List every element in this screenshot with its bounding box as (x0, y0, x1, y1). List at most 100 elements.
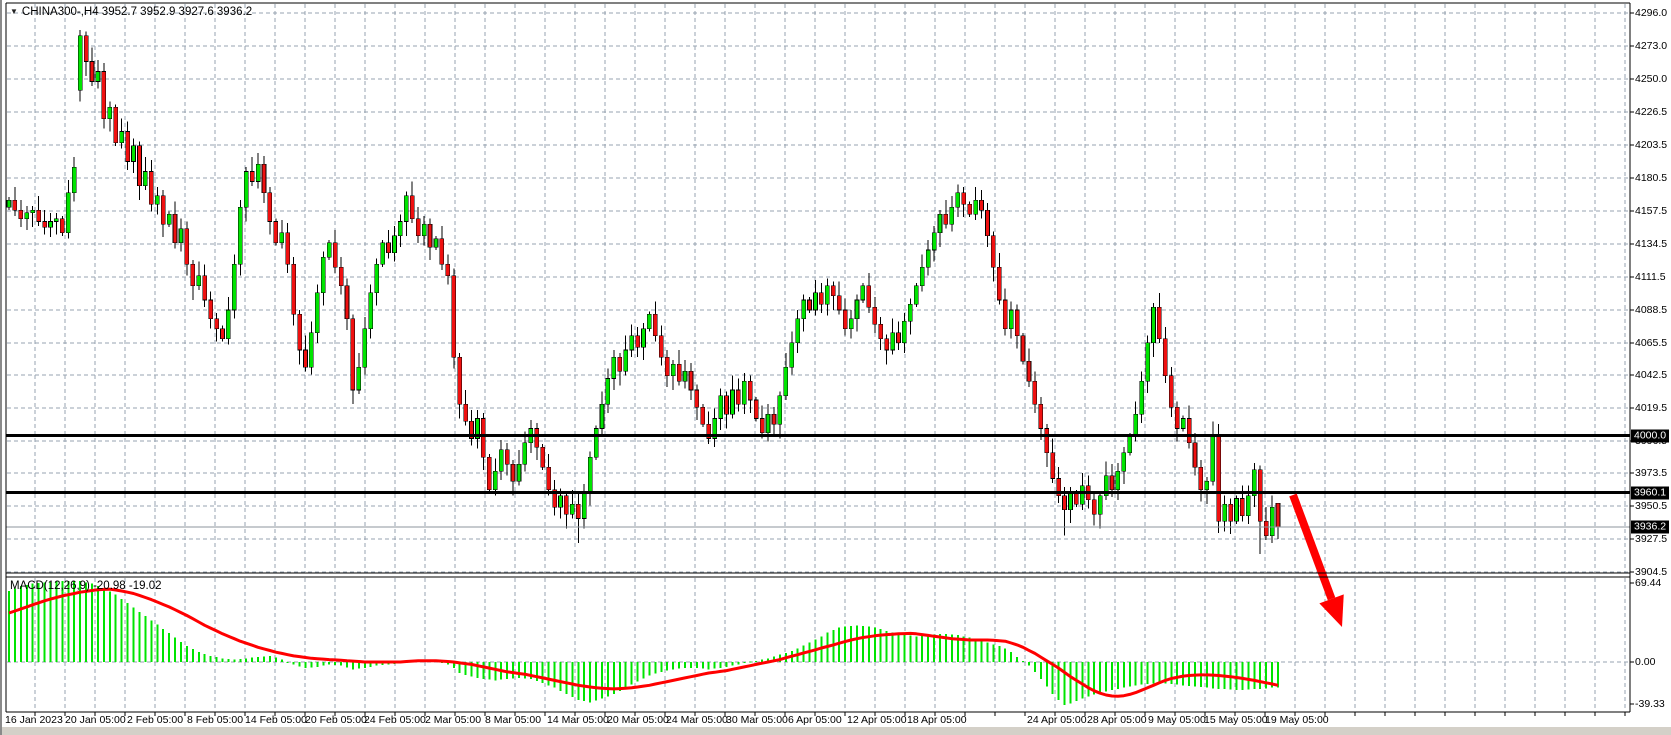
time-axis-label: 24 Mar 05:00 (666, 714, 728, 726)
bear-candle (1163, 338, 1168, 376)
time-axis-label: 14 Feb 05:00 (245, 714, 307, 726)
bull-candle (860, 285, 866, 301)
bull-candle (558, 495, 563, 508)
bear-candle (415, 218, 421, 237)
bear-candle (842, 309, 848, 329)
time-axis-label: 28 Apr 05:00 (1087, 714, 1147, 726)
bear-candle (427, 224, 433, 248)
bear-candle (1240, 498, 1245, 516)
bear-candle (487, 456, 492, 491)
bull-candle (712, 418, 717, 439)
bull-candle (1133, 413, 1138, 436)
chart-title-text: CHINA300-,H4 3952.7 3952.9 3927.6 3936.2 (21, 6, 253, 18)
bull-candle (255, 164, 261, 182)
bull-candle (1139, 381, 1144, 415)
bear-candle (60, 218, 65, 234)
macd-indicator[interactable] (8, 581, 1280, 705)
horizontal-level-lines[interactable] (6, 434, 1630, 495)
bear-candle (771, 413, 777, 425)
bear-candle (1044, 428, 1050, 454)
price-axis-label: 4111.5 (1635, 271, 1666, 283)
macd-signal-line (8, 587, 1279, 698)
bear-candle (344, 285, 350, 319)
grid-lines (7, 4, 1629, 711)
bear-candle (1198, 466, 1204, 491)
bear-candle (445, 264, 451, 277)
bull-candle (392, 235, 397, 254)
time-axis-label: 30 Mar 05:00 (726, 714, 788, 726)
down-arrow-annotation[interactable] (1289, 493, 1344, 627)
bull-candle (54, 218, 59, 222)
bear-candle (1056, 478, 1061, 496)
bull-candle (77, 35, 83, 91)
bear-candle (979, 199, 984, 211)
bear-candle (332, 242, 338, 268)
bear-candle (534, 428, 540, 448)
bull-candle (143, 171, 148, 187)
bull-candle (475, 418, 480, 439)
price-axis-label: 4296.0 (1635, 7, 1668, 19)
bull-candle (1222, 503, 1227, 522)
bull-candle (825, 285, 830, 305)
bull-candle (718, 395, 723, 419)
chart-dropdown-icon[interactable]: ▼ (10, 7, 18, 16)
bear-candle (878, 323, 884, 339)
bear-candle (113, 106, 119, 144)
candlestick-series[interactable] (6, 30, 1281, 555)
chart-title: ▼ CHINA300-,H4 3952.7 3952.9 3927.6 3936.… (10, 6, 252, 18)
bear-candle (1168, 375, 1174, 408)
macd-axis-label: 69.44 (1635, 577, 1662, 589)
time-axis-label: 8 Feb 05:00 (187, 714, 244, 726)
bear-candle (1002, 299, 1008, 329)
bear-candle (884, 338, 889, 351)
bear-candle (967, 204, 972, 215)
bear-candle (1157, 306, 1162, 339)
bull-candle (95, 71, 101, 82)
price-axis-label: 4250.0 (1635, 73, 1668, 85)
bull-candle (1269, 506, 1275, 536)
price-axis-label: 3973.5 (1635, 467, 1668, 479)
bull-candle (730, 389, 735, 415)
price-axis-label: 4042.5 (1635, 369, 1668, 381)
bear-candle (664, 356, 670, 376)
time-axis-label: 9 May 05:00 (1148, 714, 1206, 726)
time-axis-label: 20 Mar 05:00 (607, 714, 669, 726)
bear-candle (220, 328, 225, 339)
price-axis-label: 4019.5 (1635, 402, 1668, 414)
bull-candle (641, 328, 646, 348)
bull-candle (1210, 435, 1216, 482)
bull-candle (71, 166, 77, 194)
bear-candle (42, 221, 47, 228)
bear-candle (273, 221, 279, 244)
bull-candle (973, 199, 978, 215)
time-axis-label: 24 Feb 05:00 (364, 714, 426, 726)
bull-candle (362, 328, 368, 368)
time-axis-label: 24 Apr 05:00 (1027, 714, 1087, 726)
time-axis-label: 12 Apr 05:00 (847, 714, 907, 726)
bear-candle (1216, 435, 1222, 522)
bear-candle (617, 356, 623, 372)
bull-candle (1252, 469, 1257, 496)
bear-candle (125, 131, 130, 162)
time-axis-label: 2 Mar 05:00 (425, 714, 482, 726)
bull-candle (279, 232, 285, 244)
bull-candle (131, 145, 136, 162)
bull-candle (119, 131, 124, 144)
bear-candle (991, 235, 996, 268)
bull-candle (1234, 498, 1239, 522)
bear-candle (1038, 403, 1044, 429)
price-axis-label: 3950.5 (1635, 500, 1668, 512)
bull-candle (1145, 342, 1150, 382)
bull-candle (6, 199, 12, 208)
bear-candle (89, 61, 95, 82)
bull-candle (783, 366, 789, 396)
bear-candle (101, 71, 107, 119)
price-axis-label: 3904.5 (1635, 566, 1668, 578)
bear-candle (1032, 381, 1038, 405)
bear-candle (214, 318, 219, 329)
bear-candle (297, 313, 302, 351)
pane-borders (5, 2, 1634, 716)
bull-candle (1103, 475, 1109, 496)
bear-candle (736, 389, 741, 405)
